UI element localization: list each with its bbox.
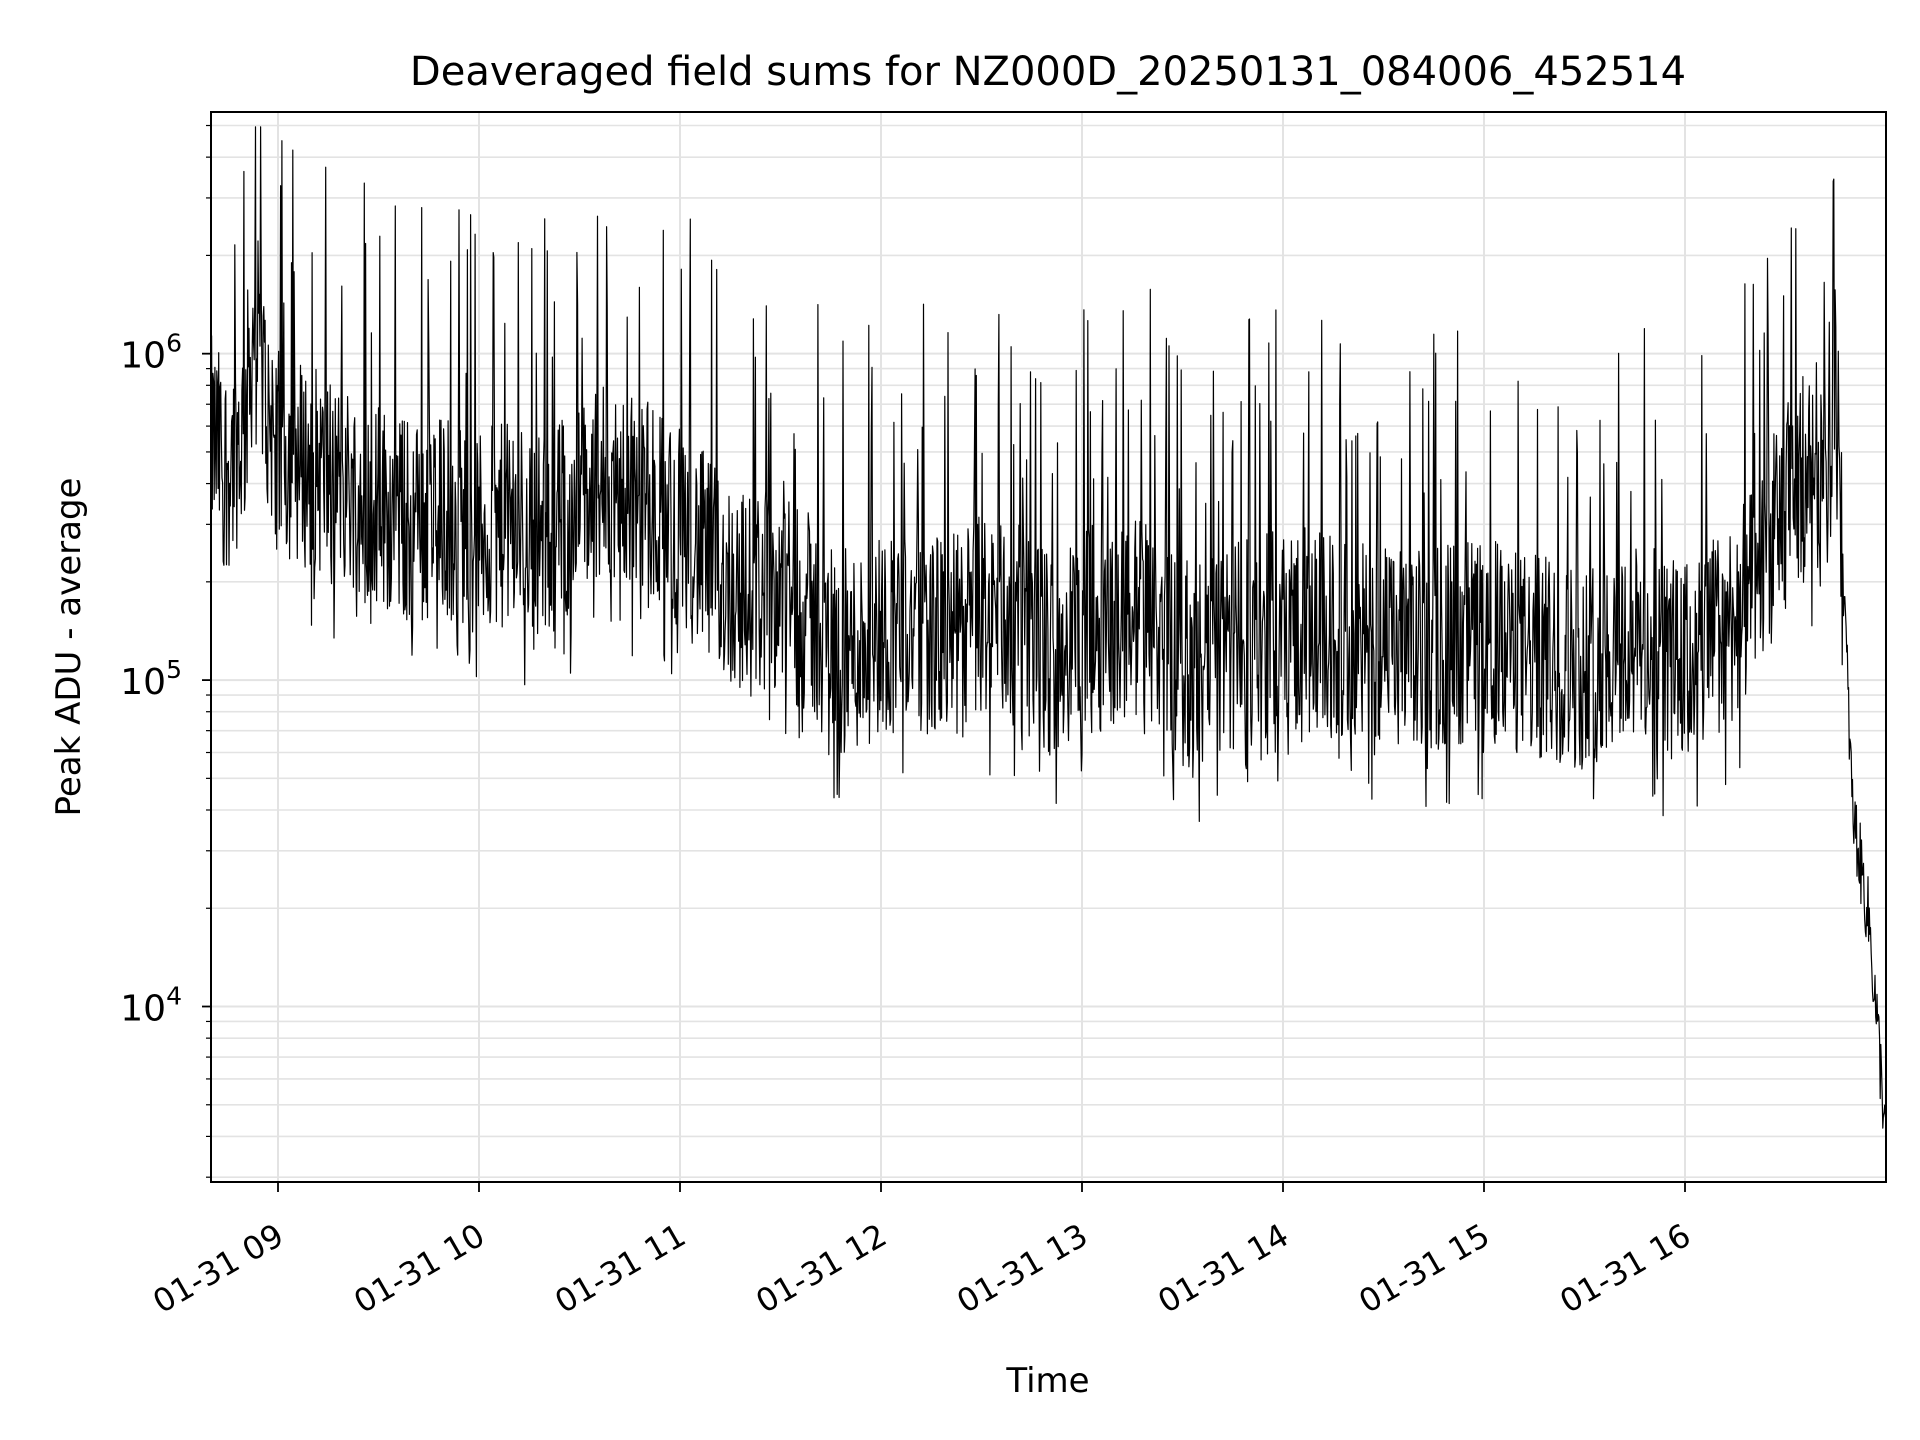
y-axis-label: Peak ADU - average (49, 478, 89, 817)
y-axis: 104 105 106 (120, 124, 211, 1178)
x-tick-label: 01-31 12 (749, 1216, 893, 1321)
x-tick-label: 01-31 11 (548, 1216, 692, 1321)
axes-frame (210, 111, 1887, 1183)
x-tick-label: 01-31 13 (950, 1216, 1094, 1321)
series-line (210, 126, 1887, 1129)
x-tick-label: 01-31 10 (347, 1216, 491, 1321)
x-tick-label: 01-31 16 (1553, 1216, 1697, 1321)
x-tick-label: 01-31 15 (1352, 1216, 1496, 1321)
x-axis: 01-31 09 01-31 10 01-31 11 01-31 12 01-31 13… (146, 1182, 1697, 1321)
x-axis-label: Time (1005, 1361, 1089, 1401)
x-tick-label: 01-31 14 (1151, 1216, 1295, 1321)
chart-title: Deaveraged field sums for NZ000D_2025013… (410, 49, 1686, 95)
plot-area (210, 126, 1887, 1129)
x-tick-label: 01-31 09 (146, 1216, 290, 1321)
y-tick-label: 105 (120, 655, 182, 703)
y-tick-label: 104 (120, 982, 182, 1030)
y-tick-label: 106 (120, 329, 182, 377)
